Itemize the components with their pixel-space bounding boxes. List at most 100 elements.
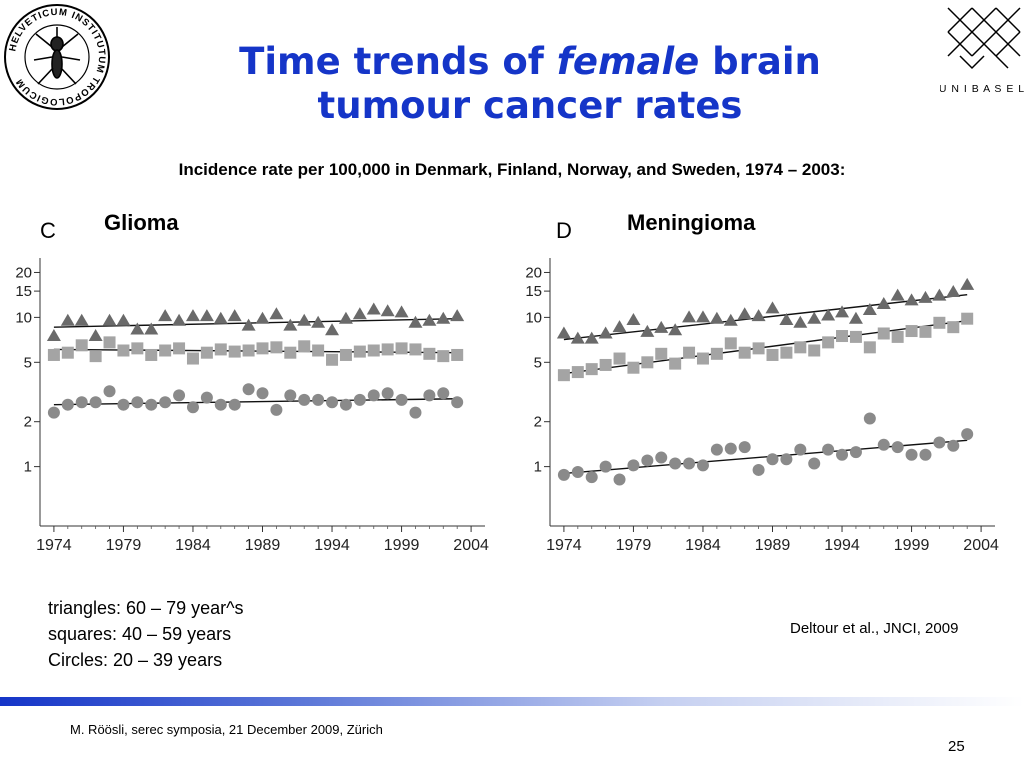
triangle-marker: [46, 329, 61, 342]
circle-marker: [933, 436, 946, 449]
slide-title: Time trends of female brain tumour cance…: [180, 40, 880, 128]
triangle-marker: [394, 305, 409, 318]
square-marker: [655, 347, 668, 360]
triangle-marker: [297, 313, 312, 326]
title-line2: tumour cancer rates: [317, 84, 743, 127]
circle-marker: [131, 396, 144, 409]
square-marker: [710, 347, 723, 360]
panel-title-meningioma: Meningioma: [627, 210, 756, 235]
triangle-marker: [570, 331, 585, 344]
square-marker: [353, 345, 366, 358]
square-marker: [423, 347, 436, 360]
triangle-marker: [932, 288, 947, 301]
y-tick-label: 20: [525, 264, 542, 281]
square-marker: [683, 346, 696, 359]
square-marker: [836, 330, 849, 343]
y-tick-label: 1: [24, 459, 32, 476]
square-marker: [627, 361, 640, 374]
square-marker: [381, 343, 394, 356]
legend-triangles: triangles: 60 – 79 year^s: [48, 598, 244, 618]
triangle-marker: [709, 311, 724, 324]
triangle-marker: [668, 323, 683, 336]
square-marker: [451, 348, 464, 361]
circle-marker: [683, 457, 696, 470]
square-marker: [808, 344, 821, 357]
title-part2: brain: [699, 40, 821, 83]
square-marker: [145, 348, 158, 361]
circle-marker: [367, 389, 380, 402]
triangle-marker: [88, 329, 103, 342]
square-marker: [131, 342, 144, 355]
circle-marker: [752, 463, 765, 476]
triangle-marker: [946, 284, 961, 297]
circle-marker: [822, 443, 835, 456]
circle-marker: [836, 448, 849, 461]
circle-marker: [696, 459, 709, 472]
circle-marker: [326, 396, 339, 409]
triangle-marker: [450, 309, 465, 322]
square-marker: [613, 352, 626, 365]
square-marker: [752, 342, 765, 355]
triangle-marker: [807, 311, 822, 324]
x-tick-label: 1989: [245, 537, 281, 554]
panel-letter-d: D: [556, 218, 572, 243]
y-tick-label: 20: [15, 264, 32, 281]
triangle-marker: [793, 315, 808, 328]
triangle-marker: [918, 290, 933, 303]
circle-marker: [75, 396, 88, 409]
y-tick-label: 5: [534, 354, 542, 371]
legend-circles: Circles: 20 – 39 years: [48, 650, 223, 670]
footer-text: M. Röösli, serec symposia, 21 December 2…: [70, 722, 383, 737]
title-part1: Time trends of: [239, 40, 557, 83]
triangle-marker: [255, 311, 270, 324]
triangle-marker: [144, 322, 159, 335]
circle-marker: [919, 448, 932, 461]
circle-marker: [863, 412, 876, 425]
square-marker: [200, 346, 213, 359]
x-tick-label: 1979: [616, 537, 652, 554]
circle-marker: [145, 398, 158, 411]
y-tick-label: 2: [534, 414, 542, 431]
circle-marker: [451, 396, 464, 409]
circle-marker: [961, 428, 974, 441]
triangle-trend-line: [563, 293, 968, 341]
circle-marker: [353, 393, 366, 406]
x-tick-label: 2004: [963, 537, 999, 554]
square-marker: [312, 344, 325, 357]
triangle-marker: [352, 307, 367, 320]
x-tick-label: 1979: [106, 537, 142, 554]
triangle-marker: [876, 296, 891, 309]
triangle-marker: [325, 323, 340, 336]
circle-marker: [849, 446, 862, 459]
y-tick-label: 15: [525, 283, 542, 300]
circle-marker: [214, 398, 227, 411]
circle-marker: [627, 459, 640, 472]
circle-marker: [159, 396, 172, 409]
circle-marker: [947, 439, 960, 452]
triangle-marker: [890, 288, 905, 301]
square-marker: [905, 325, 918, 338]
square-marker: [409, 343, 422, 356]
square-marker: [794, 341, 807, 354]
legend-squares: squares: 40 – 59 years: [48, 624, 232, 644]
square-marker: [186, 352, 199, 365]
triangle-marker: [102, 313, 117, 326]
triangle-marker: [779, 313, 794, 326]
circle-marker: [724, 442, 737, 455]
square-marker: [89, 350, 102, 363]
triangle-marker: [626, 313, 641, 326]
circle-marker: [381, 387, 394, 400]
square-marker: [822, 336, 835, 349]
circle-marker: [339, 398, 352, 411]
institute-logo: HELVETICUM INSTITUTUM TROPOLOGICUM: [4, 4, 110, 110]
circle-marker: [256, 387, 269, 400]
square-marker: [863, 341, 876, 354]
square-marker: [159, 344, 172, 357]
square-marker: [919, 325, 932, 338]
triangle-marker: [227, 309, 242, 322]
square-marker: [339, 348, 352, 361]
triangle-marker: [862, 303, 877, 316]
footer-gradient-bar: [0, 697, 1024, 706]
triangle-marker: [904, 293, 919, 306]
triangle-marker: [158, 309, 173, 322]
